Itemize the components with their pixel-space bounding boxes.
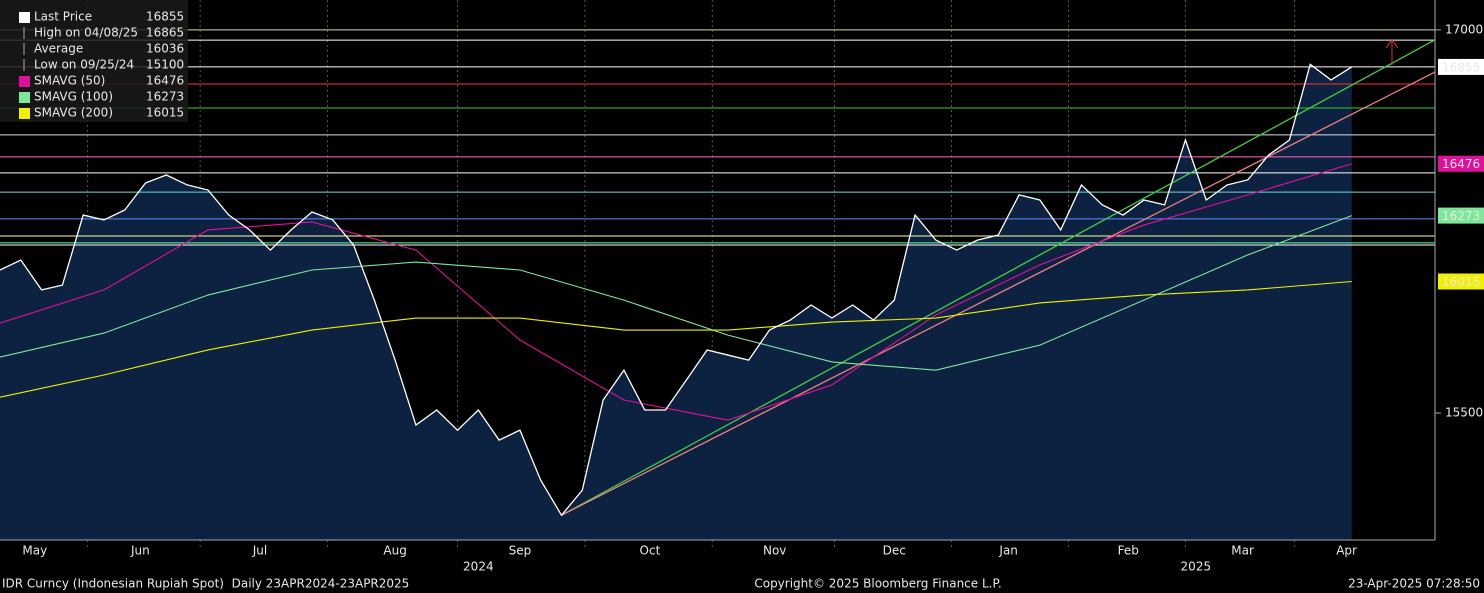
trend-line (561, 39, 1436, 516)
year-label: 2025 (1181, 560, 1212, 574)
legend-swatch (19, 12, 30, 23)
arrow (1385, 39, 1399, 65)
value-tag (1438, 273, 1484, 290)
y-tick-label: 15500 (1445, 406, 1483, 420)
x-tick-label: Jun (130, 544, 150, 558)
price-area (0, 64, 1352, 541)
x-tick-label: Sep (509, 544, 532, 558)
legend-value: 16036 (146, 42, 184, 56)
value-tag (1438, 207, 1484, 224)
legend-box (0, 0, 188, 122)
legend-label: High on 04/08/25 (34, 26, 138, 40)
legend: Last Price 16855 High on 04/08/25 16865 Aver… (0, 0, 188, 122)
footer-right: 23-Apr-2025 07:28:50 (1348, 577, 1480, 591)
legend-label: SMAVG (200) (34, 106, 113, 120)
value-tag-label: 16855 (1442, 60, 1480, 74)
value-tag-label: 16476 (1442, 157, 1480, 171)
legend-value: 16855 (146, 10, 184, 24)
x-tick-label: Feb (1118, 544, 1139, 558)
legend-label: Average (34, 42, 83, 56)
legend-value: 16273 (146, 90, 184, 104)
legend-label: SMAVG (100) (34, 90, 113, 104)
legend-value: 15100 (146, 58, 184, 72)
axis-panel (1435, 0, 1484, 540)
value-tag-label: 16273 (1442, 209, 1480, 223)
trend-line (561, 71, 1436, 516)
series-line (0, 63, 1353, 517)
legend-value: 16015 (146, 106, 184, 120)
x-tick-label: Apr (1336, 544, 1357, 558)
series-line (0, 163, 1352, 421)
series-line (0, 280, 1352, 398)
value-tag (1438, 58, 1484, 75)
legend-swatch (19, 76, 30, 87)
x-tick-label: Aug (383, 544, 406, 558)
x-tick-label: Mar (1231, 544, 1254, 558)
x-tick-label: Nov (763, 544, 786, 558)
legend-label: Low on 09/25/24 (34, 58, 134, 72)
legend-value: 16865 (146, 26, 184, 40)
year-label: 2024 (463, 560, 494, 574)
legend-label: Last Price (34, 10, 92, 24)
x-tick-label: May (22, 544, 47, 558)
y-tick-label: 17000 (1445, 22, 1483, 36)
legend-label: SMAVG (50) (34, 74, 105, 88)
x-tick-label: Jul (252, 544, 267, 558)
series-line (0, 215, 1353, 371)
value-tag-label: 16015 (1442, 275, 1480, 289)
x-tick-label: Dec (883, 544, 906, 558)
legend-swatch (19, 92, 30, 103)
legend-swatch (19, 108, 30, 119)
legend-value: 16476 (146, 74, 184, 88)
value-tag (1438, 155, 1484, 172)
x-tick-label: Oct (640, 544, 661, 558)
x-tick-label: Jan (998, 544, 1018, 558)
footer-left: IDR Curncy (Indonesian Rupiah Spot) Dail… (2, 577, 409, 591)
footer-center: Copyright© 2025 Bloomberg Finance L.P. (754, 577, 1001, 591)
